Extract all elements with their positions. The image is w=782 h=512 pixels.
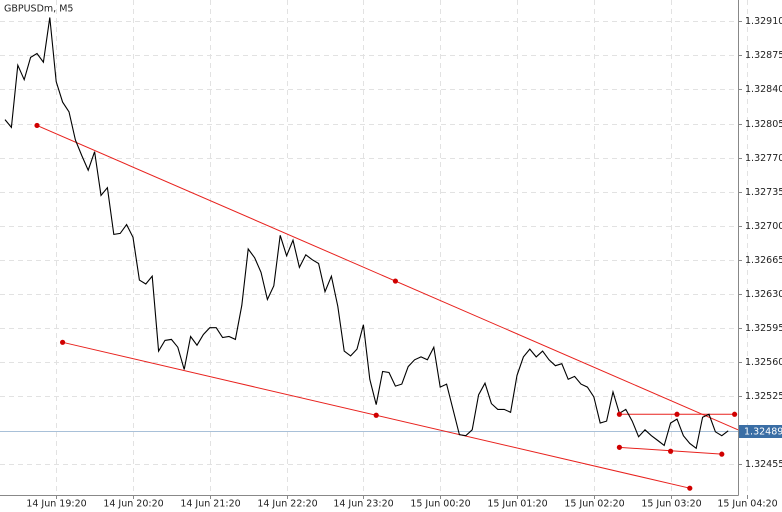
x-tick-label: 14 Jun 19:20 bbox=[26, 499, 86, 510]
y-tick-label: 1.32770 bbox=[745, 153, 782, 164]
x-tick-label: 14 Jun 21:20 bbox=[180, 499, 240, 510]
current-price-box bbox=[739, 425, 782, 438]
trendline-anchor bbox=[616, 411, 623, 417]
y-tick-label: 1.32735 bbox=[745, 187, 782, 198]
trendline-anchor bbox=[616, 444, 623, 450]
x-tick-label: 15 Jun 03:20 bbox=[641, 499, 701, 510]
trendline-anchor bbox=[668, 448, 674, 454]
chart-title: GBPUSDm, M5 bbox=[4, 4, 73, 15]
trendline-anchor bbox=[34, 122, 40, 129]
trendline-anchor bbox=[687, 485, 693, 491]
y-tick-label: 1.32875 bbox=[745, 50, 782, 61]
y-tick-label: 1.32455 bbox=[745, 459, 782, 470]
current-price-label: 1.32489 bbox=[744, 427, 782, 438]
trendline-anchor bbox=[60, 339, 66, 345]
y-tick-label: 1.32630 bbox=[745, 289, 782, 300]
price-line bbox=[4, 17, 729, 450]
plot-layer bbox=[0, 17, 739, 491]
trendline-anchor bbox=[373, 412, 379, 418]
y-tick-label: 1.32805 bbox=[745, 119, 782, 130]
trendline-anchor bbox=[719, 451, 725, 457]
x-tick-label: 14 Jun 23:20 bbox=[333, 499, 393, 510]
x-tick-label: 15 Jun 02:20 bbox=[564, 499, 624, 510]
y-tick-label: 1.32525 bbox=[745, 391, 782, 402]
y-tick-label: 1.32595 bbox=[745, 323, 782, 334]
y-tick-label: 1.32665 bbox=[745, 255, 782, 266]
x-tick-label: 14 Jun 22:20 bbox=[257, 499, 317, 510]
trendline-anchor bbox=[674, 411, 680, 417]
trendline bbox=[36, 124, 739, 431]
y-tick-label: 1.32840 bbox=[745, 84, 782, 95]
trendline-anchor bbox=[392, 278, 398, 284]
x-tick-label: 15 Jun 01:20 bbox=[487, 499, 547, 510]
y-tick-label: 1.32700 bbox=[745, 221, 782, 232]
x-tick-label: 14 Jun 20:20 bbox=[103, 499, 163, 510]
x-tick-label: 15 Jun 00:20 bbox=[410, 499, 470, 510]
grid-layer bbox=[0, 0, 748, 495]
axis-layer: 1.32910 1.32875 1.32840 1.32805 1.32770 1.327… bbox=[26, 16, 782, 510]
x-tick-label: 15 Jun 04:20 bbox=[717, 499, 777, 510]
trendline-anchor bbox=[732, 411, 738, 417]
y-tick-label: 1.32560 bbox=[745, 357, 782, 368]
y-tick-label: 1.32910 bbox=[745, 16, 782, 27]
